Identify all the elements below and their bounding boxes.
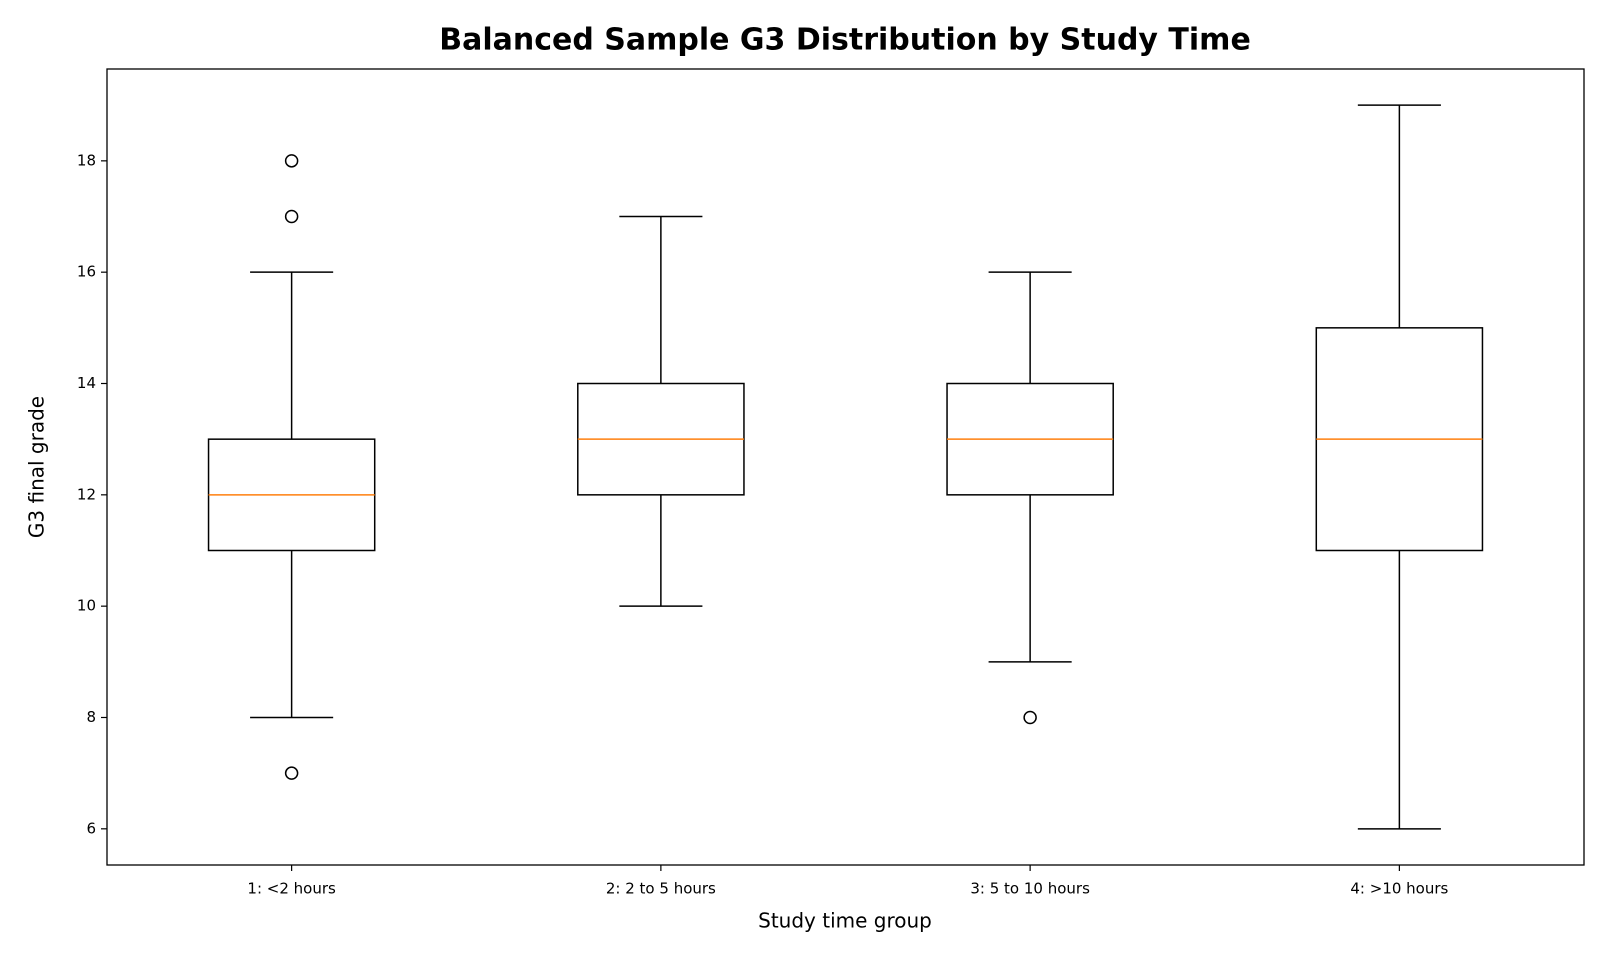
x-tick-label: 4: >10 hours: [1350, 880, 1448, 898]
chart-title: Balanced Sample G3 Distribution by Study…: [439, 23, 1251, 58]
x-tick-label: 2: 2 to 5 hours: [606, 880, 716, 898]
x-axis-label: Study time group: [758, 909, 932, 933]
y-tick-label: 12: [77, 485, 96, 503]
plot-frame: [106, 68, 1585, 866]
x-tick-label: 3: 5 to 10 hours: [970, 880, 1090, 898]
flier: [1023, 710, 1037, 725]
y-tick-label: 18: [77, 151, 96, 169]
y-tick-label: 6: [86, 819, 96, 837]
y-axis-label: G3 final grade: [25, 396, 49, 538]
flier: [284, 209, 299, 224]
y-tick-label: 14: [77, 374, 96, 392]
y-tick-label: 8: [86, 708, 96, 726]
x-tick-label: 1: <2 hours: [247, 880, 336, 898]
y-tick-label: 16: [77, 263, 96, 281]
flier: [284, 766, 299, 780]
y-tick-label: 10: [77, 597, 96, 615]
flier: [284, 154, 299, 168]
